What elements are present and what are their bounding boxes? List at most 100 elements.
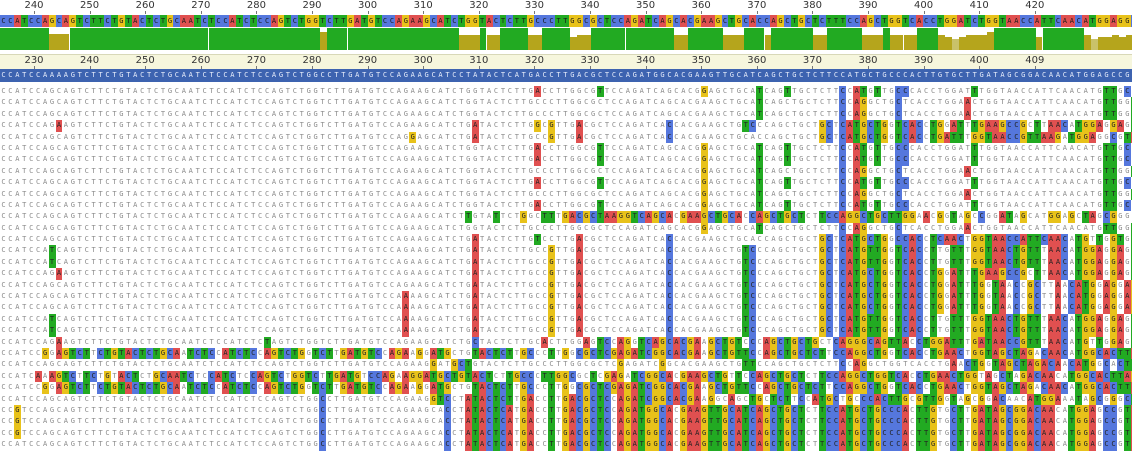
read-base: T bbox=[729, 200, 735, 209]
consensus-base: A bbox=[180, 15, 188, 27]
read-base: G bbox=[313, 166, 318, 175]
read-base: T bbox=[160, 178, 166, 187]
read-base: C bbox=[764, 326, 769, 335]
read-base: C bbox=[1076, 212, 1081, 221]
read-base: A bbox=[1069, 337, 1074, 346]
read-base: T bbox=[22, 246, 27, 255]
read-base: G bbox=[167, 257, 173, 266]
identity-bar bbox=[271, 28, 278, 50]
read-base: G bbox=[632, 246, 637, 255]
read-base: A bbox=[181, 178, 186, 187]
read-base: G bbox=[348, 257, 353, 266]
consensus-base: G bbox=[992, 15, 999, 27]
read-base: A bbox=[639, 155, 644, 164]
read-base: G bbox=[1110, 234, 1117, 246]
read-base: G bbox=[348, 280, 353, 289]
read-base: T bbox=[459, 189, 464, 198]
read-base: G bbox=[570, 178, 575, 187]
read-base: G bbox=[889, 246, 894, 255]
read-base: G bbox=[1125, 189, 1130, 198]
read-base: T bbox=[480, 269, 485, 278]
read-base: G bbox=[799, 87, 804, 95]
read-base: C bbox=[382, 314, 388, 323]
read-base: C bbox=[915, 325, 923, 337]
read-base: C bbox=[493, 155, 499, 164]
reference-base: G bbox=[167, 71, 173, 79]
ruler-tick-label: 390 bbox=[858, 0, 878, 11]
read-base: G bbox=[1118, 143, 1123, 152]
read-base: T bbox=[480, 109, 485, 118]
read-base: T bbox=[480, 246, 485, 255]
read-base: A bbox=[1007, 143, 1012, 152]
read-base: C bbox=[105, 87, 110, 95]
read-base: T bbox=[320, 155, 325, 164]
read-base: A bbox=[660, 223, 665, 232]
read-base: G bbox=[49, 87, 55, 95]
read-base: C bbox=[174, 98, 180, 107]
read-base: A bbox=[410, 223, 415, 232]
read-base: C bbox=[431, 269, 436, 278]
read-base: C bbox=[29, 143, 34, 152]
read-base: A bbox=[708, 246, 714, 255]
read-base: T bbox=[147, 189, 152, 198]
read-base: C bbox=[264, 314, 270, 323]
read-base: T bbox=[894, 325, 902, 337]
read-base: T bbox=[792, 246, 797, 255]
read-base: C bbox=[29, 200, 34, 209]
read-base: G bbox=[1019, 325, 1027, 337]
read-base: T bbox=[195, 257, 200, 266]
read-base: C bbox=[688, 292, 693, 301]
read-base: A bbox=[1062, 109, 1068, 118]
read-base: A bbox=[133, 280, 138, 289]
read-base: T bbox=[459, 200, 464, 209]
read-base: A bbox=[1083, 109, 1088, 118]
read-base: T bbox=[320, 303, 325, 312]
read-base: C bbox=[688, 303, 693, 312]
read-base: A bbox=[702, 257, 707, 266]
consensus-base: C bbox=[263, 15, 271, 27]
read-base: C bbox=[382, 132, 388, 141]
read-base: A bbox=[992, 256, 999, 269]
consensus-base: T bbox=[111, 15, 118, 27]
read-base: A bbox=[355, 121, 360, 130]
read-base: A bbox=[181, 337, 186, 346]
read-base: T bbox=[521, 235, 526, 244]
read-base: C bbox=[770, 211, 777, 223]
read-base: A bbox=[271, 87, 277, 95]
read-base: G bbox=[1118, 109, 1123, 118]
ruler-tick-mark bbox=[423, 66, 425, 69]
read-base: A bbox=[1047, 131, 1055, 143]
read-base: T bbox=[1012, 256, 1020, 269]
consensus-base: C bbox=[804, 15, 812, 27]
identity-bar bbox=[882, 28, 890, 50]
read-base: A bbox=[686, 211, 694, 223]
read-base: C bbox=[901, 199, 909, 212]
